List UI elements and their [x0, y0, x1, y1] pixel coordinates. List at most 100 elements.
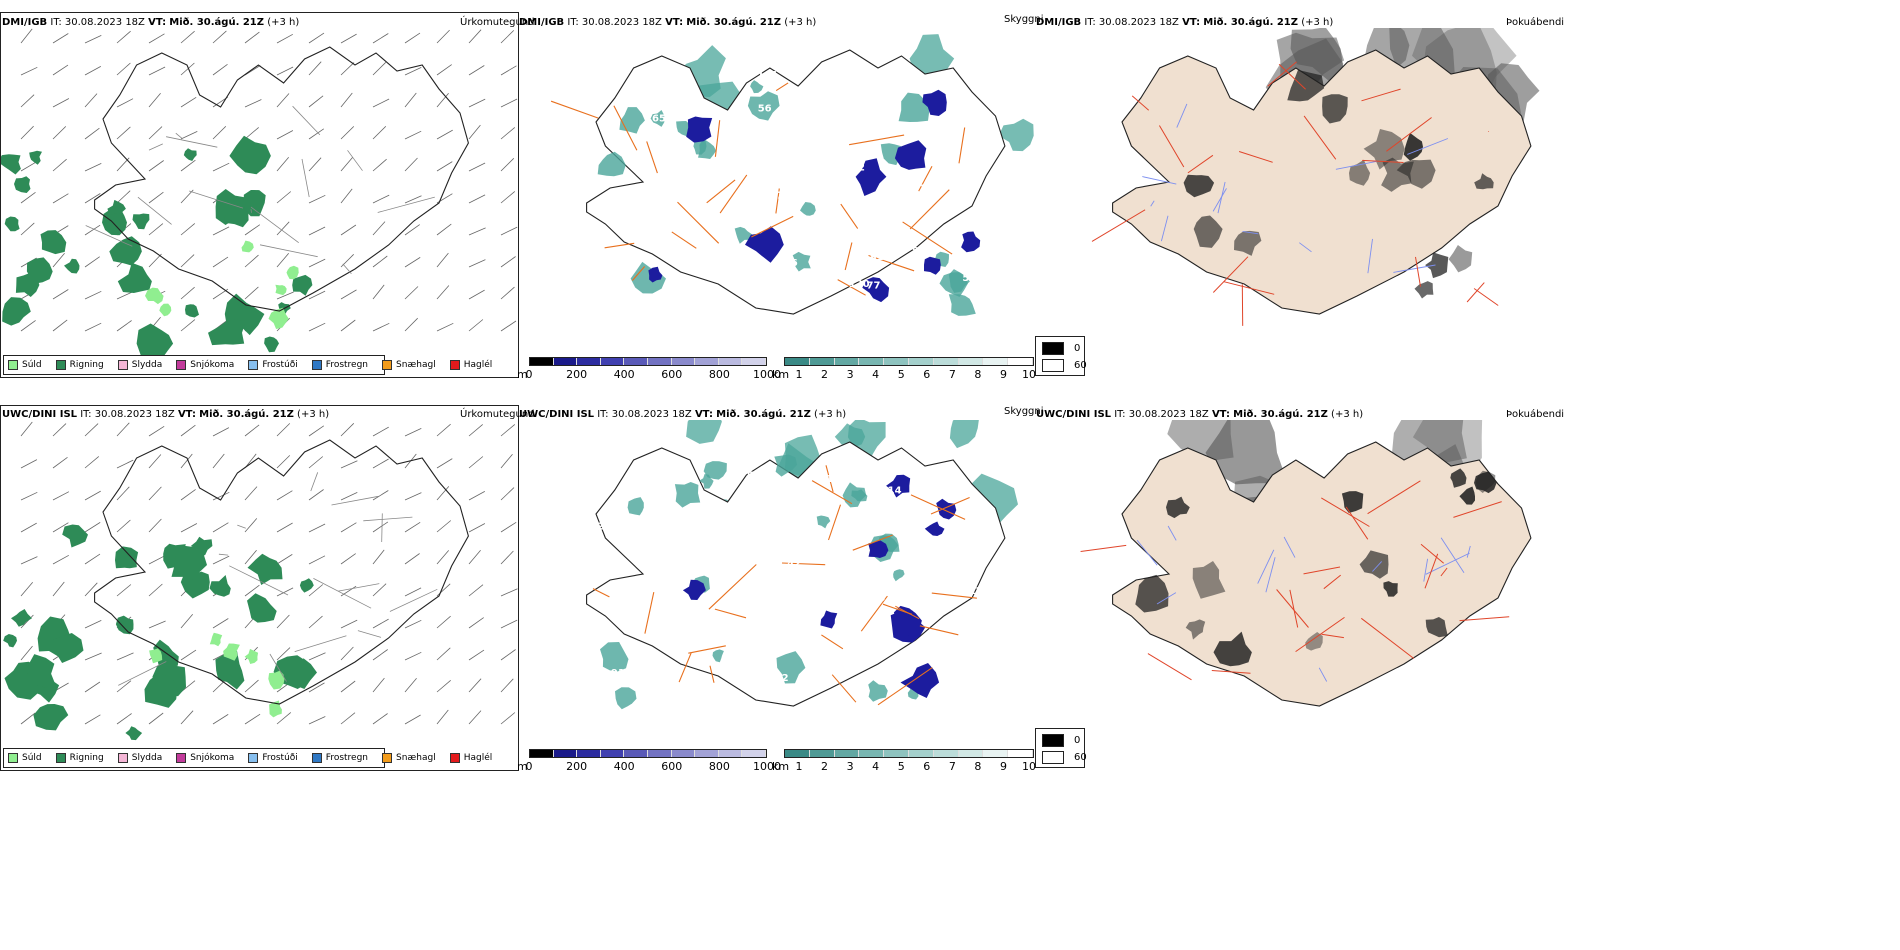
scale-tick: 200: [566, 760, 588, 773]
wind-barb: [308, 716, 326, 725]
wind-barb: [84, 163, 102, 172]
wind-barb: [308, 523, 326, 533]
visibility-value: 77: [867, 280, 881, 291]
fog-area: [1381, 157, 1414, 192]
wind-barb: [340, 619, 358, 629]
fog-area: [1183, 174, 1215, 198]
legend-item: Frostregn: [311, 753, 368, 763]
wind-barb: [308, 128, 325, 140]
wind-barb: [372, 549, 385, 565]
wind-barb: [148, 160, 164, 172]
wind-barb: [52, 456, 68, 469]
rain-area: [27, 654, 56, 688]
wind-barb: [500, 550, 514, 565]
rain-area: [115, 615, 134, 635]
wind-barb: [180, 710, 194, 725]
wind-barb: [212, 162, 230, 172]
fog-title-row1: Þokuábendi: [1506, 17, 1565, 28]
road-line: [671, 231, 697, 249]
legend-swatch: [311, 753, 322, 763]
drizzle-area: [209, 632, 223, 647]
wind-barb: [84, 522, 101, 533]
visibility-value: 68: [644, 574, 658, 585]
wind-barb: [148, 486, 162, 501]
wind-barb: [340, 289, 357, 300]
init-time: IT: 30.08.2023 18Z: [1084, 17, 1179, 28]
wind-barb: [468, 98, 486, 108]
fog-area: [1185, 619, 1206, 640]
wind-barb: [308, 425, 325, 437]
wind-barb: [212, 453, 225, 469]
wind-barb: [404, 195, 422, 204]
scale-tick: 9: [999, 760, 1007, 773]
wind-barb: [436, 679, 451, 693]
river-line: [1372, 561, 1383, 572]
scale-tick: 4: [872, 368, 880, 381]
road-line: [877, 667, 933, 706]
visibility-value: 150: [883, 188, 904, 199]
wind-barb: [404, 492, 422, 501]
very-low-visibility-area: [922, 89, 947, 116]
scale-tick: 10: [1022, 368, 1036, 381]
visibility-value: 101: [757, 70, 778, 81]
road-line: [714, 120, 721, 157]
road-line: [331, 495, 379, 506]
wind-barb: [212, 63, 228, 76]
scale-tick: 9: [999, 368, 1007, 381]
wind-barb: [84, 456, 100, 469]
road-line: [1187, 154, 1214, 174]
wind-barb: [404, 714, 421, 725]
wind-barb: [340, 126, 355, 140]
rain-area: [40, 230, 67, 255]
legend-item: Snjókoma: [176, 360, 234, 370]
fog-sea-area: [1391, 420, 1467, 464]
road-line: [1420, 543, 1445, 564]
very-low-visibility-area: [961, 231, 981, 253]
rain-area: [132, 213, 150, 230]
wind-barb: [500, 30, 515, 44]
visibility-value: 47: [601, 209, 615, 220]
precip-title-row1: Úrkomutegund: [460, 17, 535, 28]
km-scale-row1: km 1 2 3 4 5 6 7 8 9 10: [772, 357, 1036, 387]
wind-barb: [148, 33, 165, 44]
legend-label: Slydda: [131, 753, 163, 763]
road-line: [1361, 88, 1401, 102]
wind-barb: [500, 678, 514, 693]
scale-cell: [983, 358, 1009, 365]
rain-area: [215, 650, 245, 690]
visibility-value: 65: [652, 114, 666, 125]
scale-cell: [695, 750, 719, 757]
road-line: [840, 203, 859, 229]
drizzle-area: [268, 670, 285, 690]
init-time: IT: 30.08.2023 18Z: [50, 17, 145, 28]
lead-time: (+3 h): [1331, 409, 1364, 420]
wind-barb: [52, 491, 70, 501]
wind-barb: [468, 319, 484, 332]
wind-barb: [436, 129, 453, 140]
visibility-value: 51: [962, 273, 976, 284]
wind-barb: [52, 98, 70, 108]
legend-swatch: [8, 753, 18, 763]
wind-barb: [84, 714, 101, 725]
wind-barb: [276, 647, 291, 661]
road-line: [719, 174, 748, 214]
valid-time: Mið. 30.ágú. 21Z: [1233, 409, 1328, 420]
road-line: [1158, 125, 1185, 168]
road-line: [714, 608, 747, 619]
wind-barb: [84, 93, 98, 108]
rain-area: [14, 176, 31, 193]
road-line: [1147, 653, 1192, 681]
scale-tick: 0: [525, 760, 533, 773]
visibility-value: 46: [599, 467, 613, 478]
wind-barb: [340, 188, 353, 204]
wind-barb: [20, 459, 38, 469]
rain-area: [26, 257, 53, 284]
scale-cell: [624, 750, 648, 757]
wind-barb: [116, 486, 130, 501]
precip-panel-row1: Súld Rigning Slydda Snjókoma Frostúði Frostre…: [0, 12, 519, 378]
road-line: [831, 674, 857, 703]
visibility-value: 70: [850, 587, 864, 598]
legend-swatch: [248, 360, 259, 370]
wind-barb: [404, 257, 421, 268]
wind-barb: [276, 423, 291, 437]
